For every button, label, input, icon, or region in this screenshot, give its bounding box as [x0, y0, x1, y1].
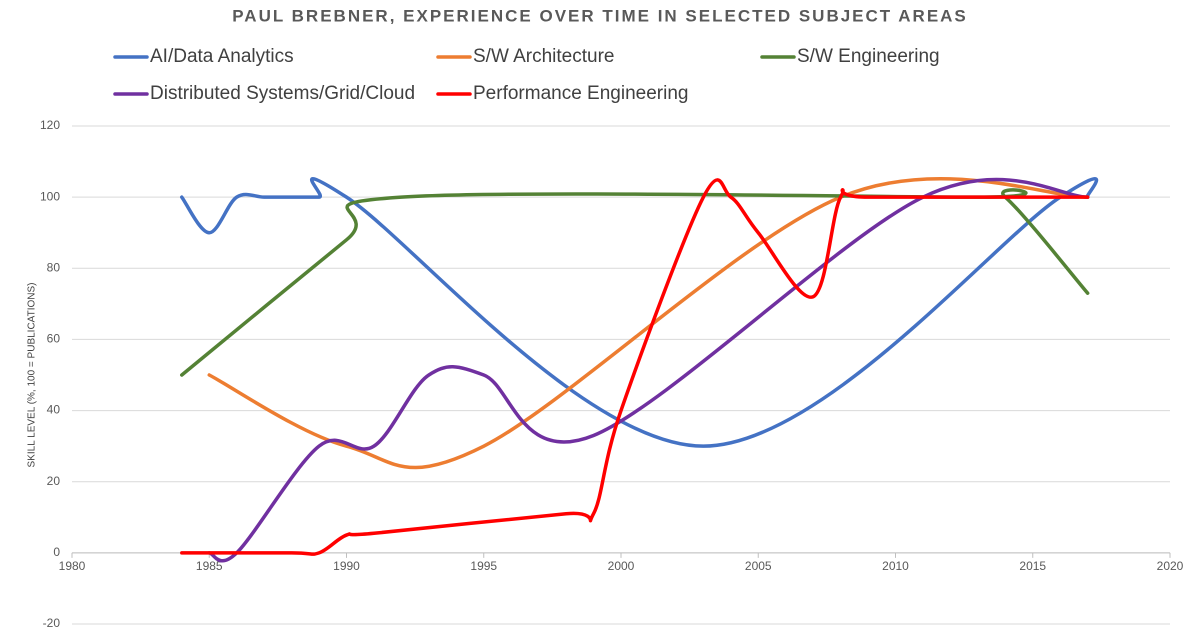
y-tick-label: 100: [40, 189, 60, 203]
y-tick-label: 20: [47, 474, 61, 488]
chart-title: PAUL BREBNER, EXPERIENCE OVER TIME IN SE…: [232, 6, 968, 25]
legend-label: Distributed Systems/Grid/Cloud: [150, 83, 415, 104]
legend-label: S/W Architecture: [473, 46, 615, 67]
x-tick-label: 2005: [745, 559, 772, 573]
y-tick-label: 0: [53, 545, 60, 559]
series-line: [207, 177, 1090, 563]
y-tick-label: -20: [43, 616, 61, 630]
x-tick-label: 2000: [608, 559, 635, 573]
legend-label: S/W Engineering: [797, 46, 940, 67]
y-tick-label: 80: [47, 260, 61, 274]
y-tick-label: 60: [47, 332, 61, 346]
x-tick-label: 1990: [333, 559, 360, 573]
x-tick-label: 2010: [882, 559, 909, 573]
x-tick-label: 2020: [1157, 559, 1184, 573]
x-tick-label: 1995: [470, 559, 497, 573]
series-line: [180, 178, 1090, 556]
y-tick-label: 40: [47, 403, 61, 417]
x-tick-label: 2015: [1019, 559, 1046, 573]
series-line: [180, 176, 1099, 448]
legend-label: AI/Data Analytics: [150, 46, 294, 67]
legend-label: Performance Engineering: [473, 83, 688, 104]
y-tick-label: 120: [40, 118, 60, 132]
y-axis-label: SKILL LEVEL (%, 100 = PUBLICATIONS): [27, 283, 38, 468]
x-tick-label: 1985: [196, 559, 223, 573]
x-tick-label: 1980: [59, 559, 86, 573]
